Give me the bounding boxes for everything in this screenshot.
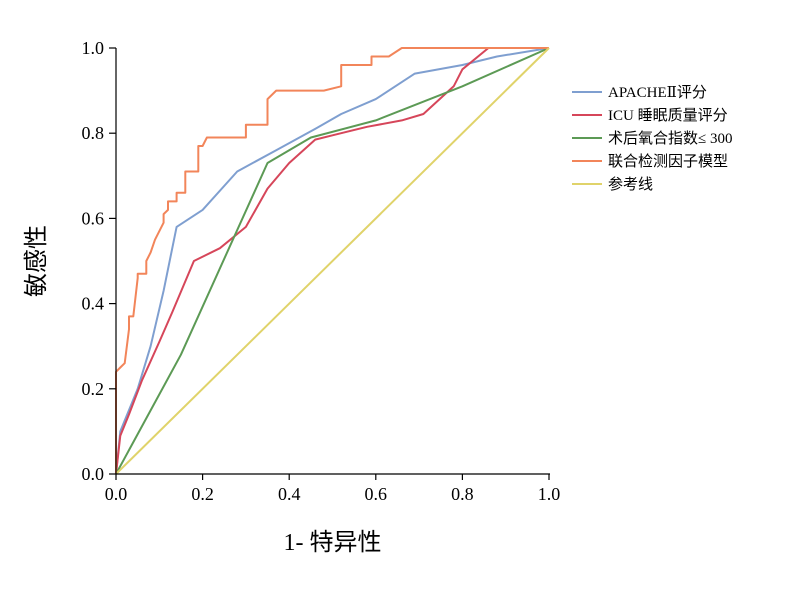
x-tick-label: 0.6: [365, 484, 388, 504]
legend-label: 参考线: [608, 176, 653, 193]
y-tick-label: 1.0: [82, 38, 105, 58]
curve-layer: [115, 47, 550, 475]
combined-model-curve: [115, 47, 549, 474]
y-axis-title: 敏感性: [23, 225, 50, 297]
y-tick-label: 0.6: [82, 208, 105, 228]
y-tick-label: 0.4: [82, 294, 105, 314]
legend-label: ICU 睡眠质量评分: [608, 107, 728, 124]
x-tick-label: 1.0: [538, 484, 561, 504]
y-axis-ticks: 0.0 0.2 0.4 0.6 0.8 1.0: [82, 38, 116, 484]
oxygenation-curve: [115, 47, 550, 475]
reference-line: [115, 47, 550, 475]
y-tick-label: 0.8: [82, 123, 105, 143]
x-tick-label: 0.2: [191, 484, 214, 504]
legend-label: 术后氧合指数≤ 300: [608, 130, 732, 147]
axes: [115, 48, 550, 475]
y-tick-label: 0.2: [82, 379, 105, 399]
x-axis-ticks: 0.0 0.2 0.4 0.6 0.8 1.0: [105, 474, 561, 504]
x-tick-label: 0.8: [451, 484, 474, 504]
legend-label: APACHEⅡ评分: [608, 84, 707, 101]
y-tick-label: 0.0: [82, 464, 105, 484]
x-tick-label: 0.0: [105, 484, 128, 504]
apache-curve: [115, 47, 550, 475]
x-axis-title: 1- 特异性: [284, 529, 382, 556]
x-tick-label: 0.4: [278, 484, 301, 504]
legend-label: 联合检测因子模型: [608, 153, 728, 170]
